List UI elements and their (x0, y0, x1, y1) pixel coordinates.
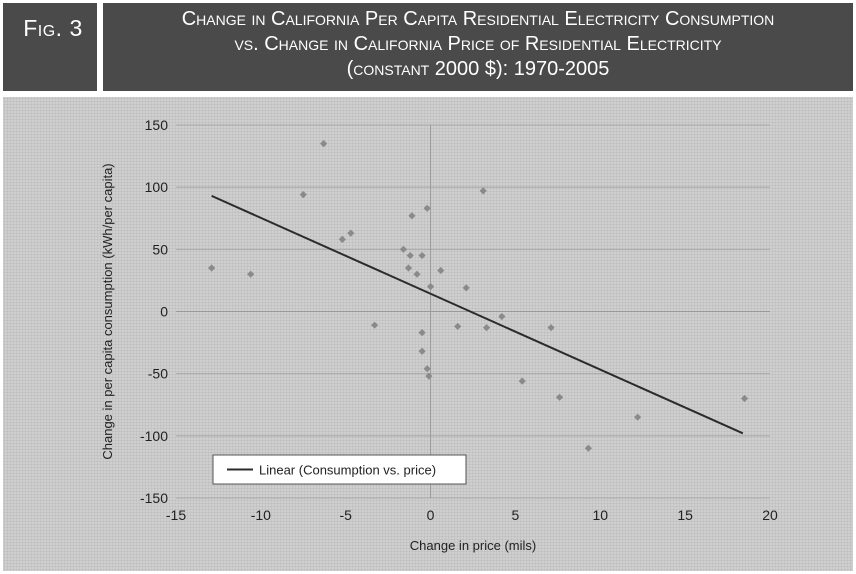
data-point (413, 270, 421, 278)
x-tick-label: 20 (762, 507, 778, 523)
data-point (426, 283, 435, 291)
data-point (347, 229, 355, 237)
data-point (547, 324, 555, 332)
y-axis-label: Change in per capita consumption (kWh/pe… (100, 163, 115, 459)
data-point (498, 312, 506, 321)
figure-header: Fig. 3 Change in California Per Capita R… (3, 3, 853, 91)
legend-label: Linear (Consumption vs. price) (259, 463, 436, 478)
x-tick-label: -10 (251, 507, 271, 523)
data-point (299, 191, 307, 199)
trendline-group (211, 194, 744, 435)
data-point (479, 187, 487, 195)
data-point (404, 264, 413, 272)
data-point (634, 413, 642, 421)
data-point (437, 266, 445, 275)
y-tick-label: 100 (145, 179, 169, 195)
data-point (208, 264, 216, 272)
plot-panel (3, 97, 853, 571)
data-point (482, 324, 491, 332)
y-tick-label: 50 (152, 241, 168, 257)
data-point (423, 204, 431, 212)
data-point (418, 251, 426, 260)
axes (176, 125, 770, 498)
figure-label: Fig. 3 (3, 3, 103, 91)
data-point (408, 212, 416, 220)
x-tick-label: 15 (677, 507, 693, 523)
y-tick-label: -150 (140, 490, 168, 506)
chart-title: Change in California Per Capita Resident… (181, 8, 775, 80)
data-point (418, 329, 426, 337)
x-tick-label: -5 (339, 507, 352, 523)
data-point (462, 284, 470, 292)
y-tick-label: 150 (145, 117, 169, 133)
data-point (423, 365, 431, 373)
y-tick-label: -100 (140, 428, 168, 444)
x-tick-label: 5 (512, 507, 520, 523)
data-point (518, 377, 526, 385)
x-tick-label: -15 (166, 507, 186, 523)
data-points (208, 140, 749, 452)
data-point (338, 235, 346, 243)
legend: Linear (Consumption vs. price) (212, 454, 467, 485)
data-point (370, 321, 379, 329)
data-point (247, 270, 255, 278)
data-point (320, 140, 328, 148)
data-point (740, 394, 749, 403)
data-point (454, 322, 462, 331)
x-tick-label: 10 (592, 507, 608, 523)
data-point (584, 444, 593, 452)
data-point (418, 347, 426, 355)
legend-box (212, 454, 467, 485)
y-tick-label: 0 (160, 304, 168, 320)
data-point (555, 393, 564, 401)
data-point (425, 372, 433, 380)
x-axis-label: Change in price (mils) (410, 538, 536, 553)
data-point (399, 245, 408, 253)
trendline (211, 194, 744, 435)
y-tick-label: -50 (148, 366, 168, 382)
data-point (406, 251, 414, 260)
x-tick-label: 0 (427, 507, 435, 523)
